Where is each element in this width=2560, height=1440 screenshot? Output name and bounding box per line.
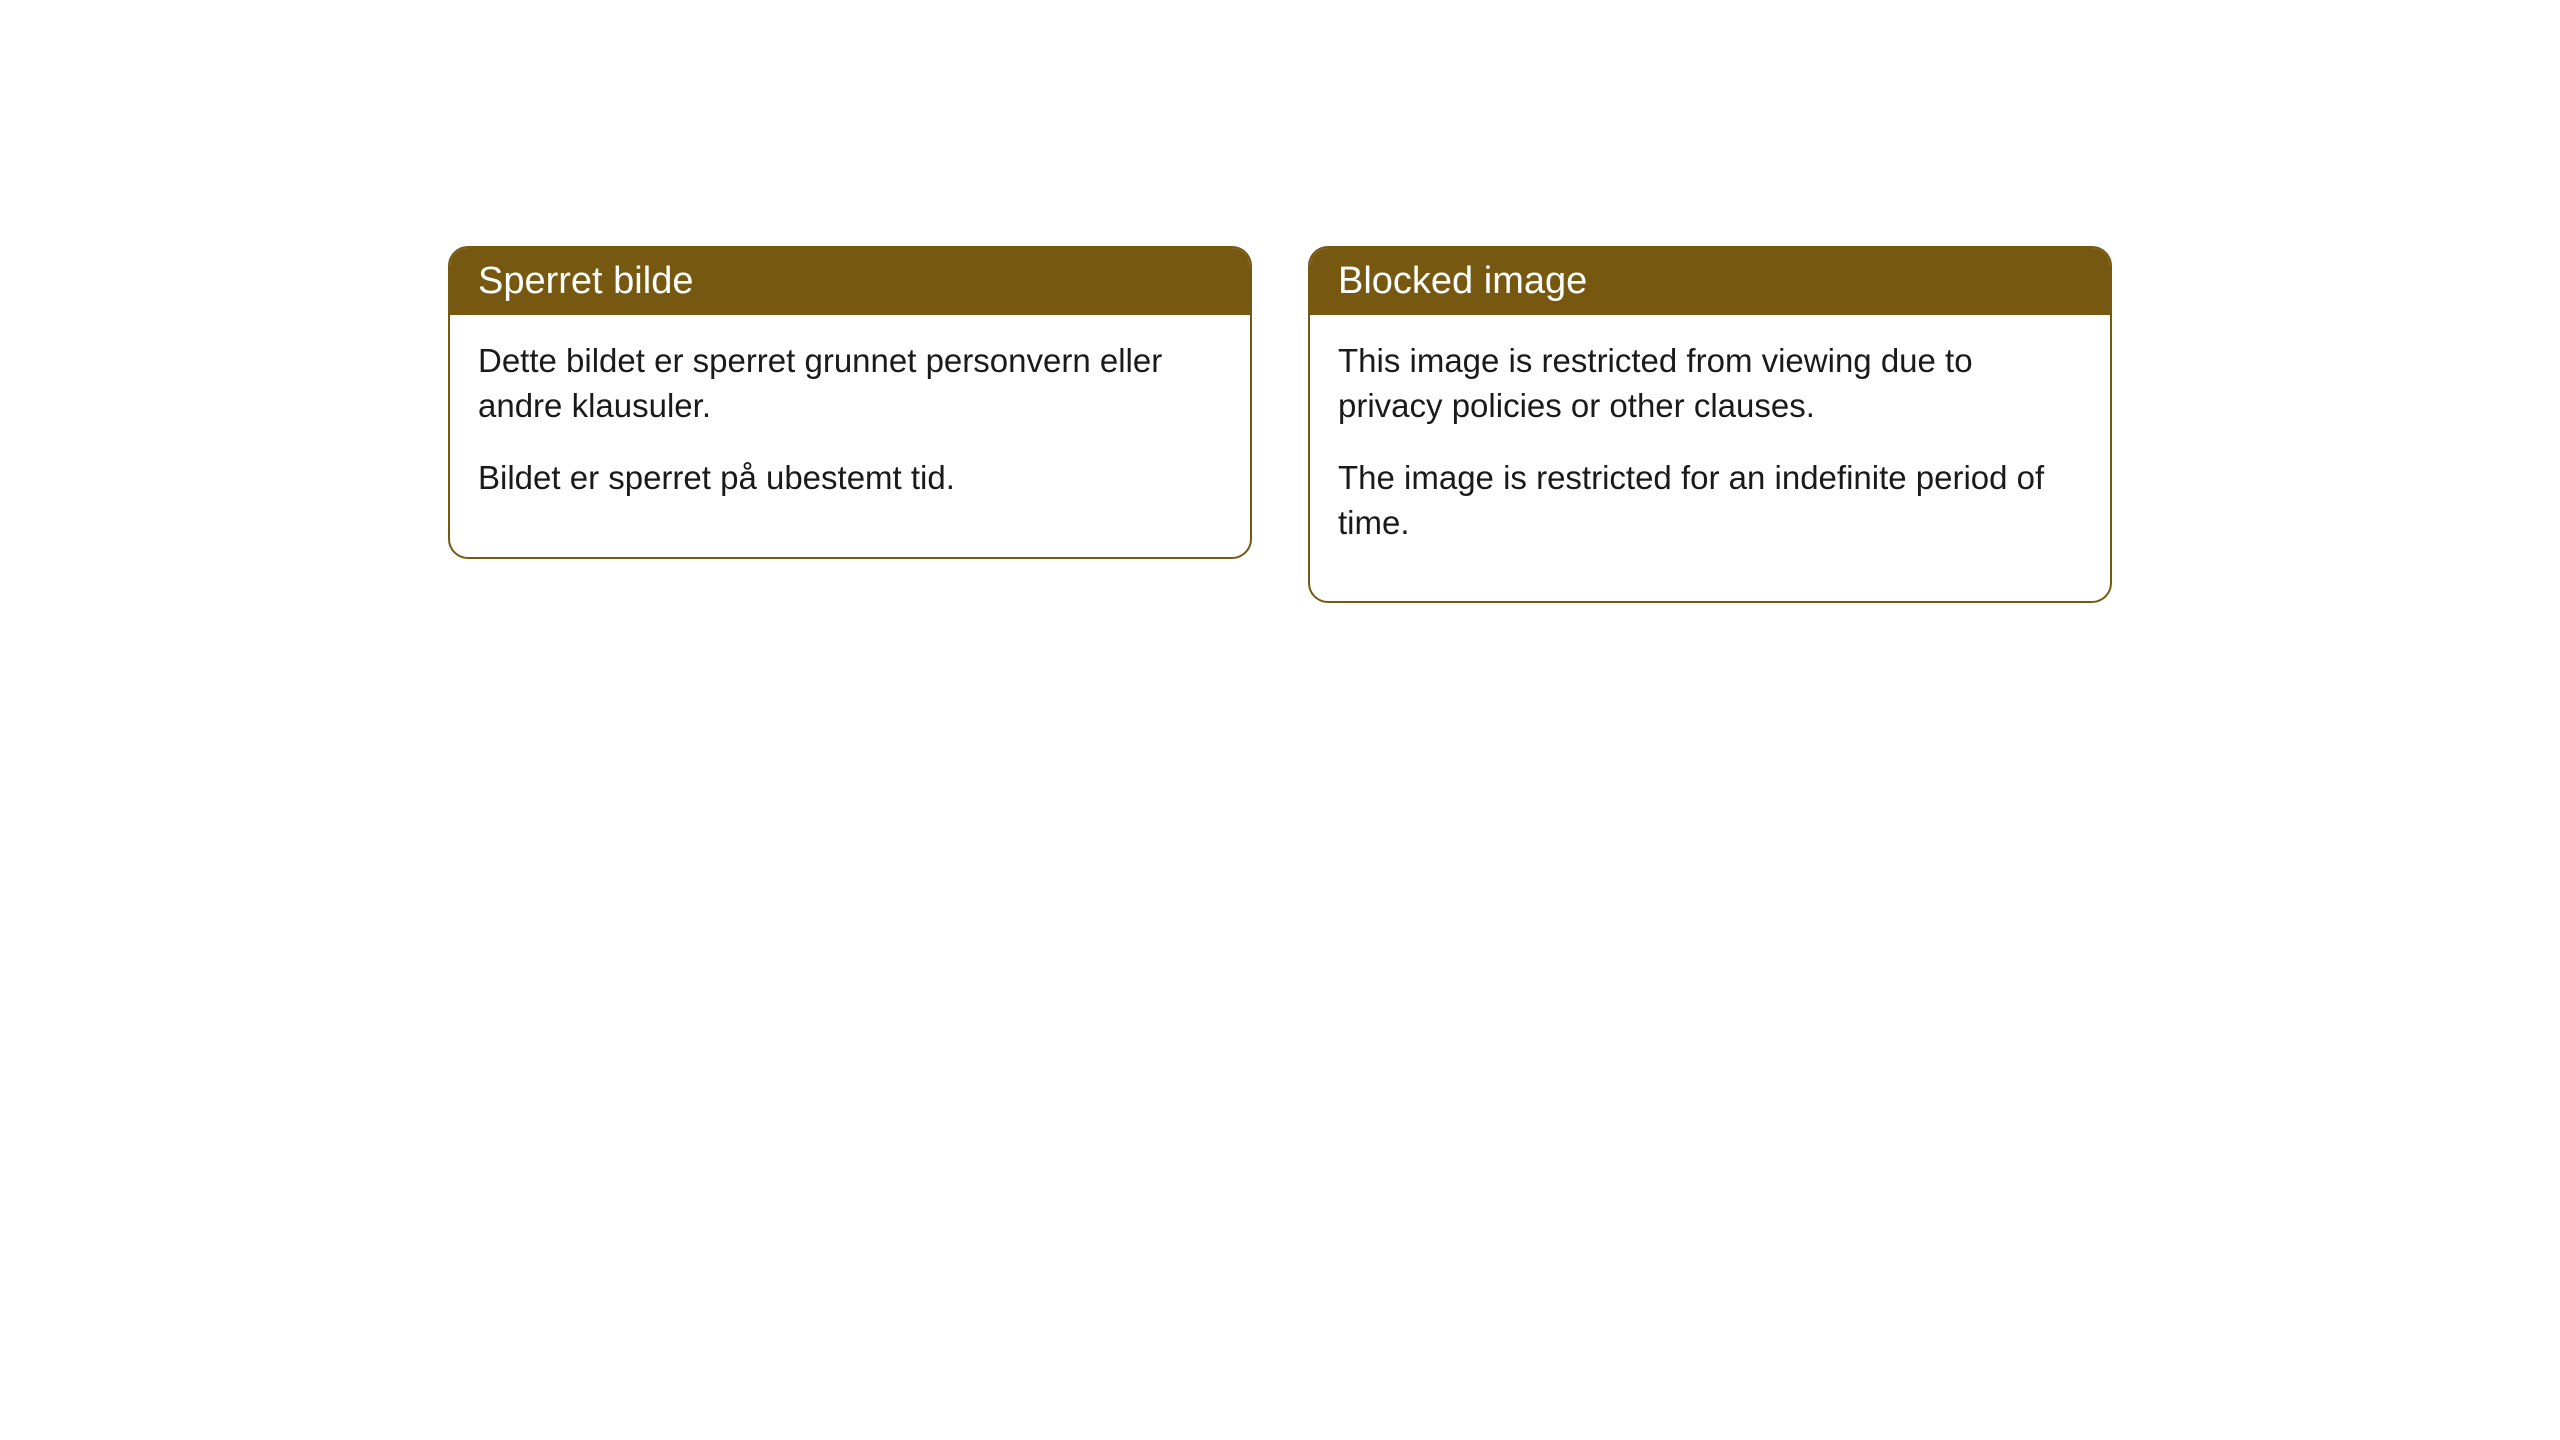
- card-paragraph-1-english: This image is restricted from viewing du…: [1338, 339, 2082, 428]
- blocked-image-cards: Sperret bilde Dette bildet er sperret gr…: [448, 246, 2112, 1440]
- card-body-norwegian: Dette bildet er sperret grunnet personve…: [450, 315, 1250, 557]
- card-title-english: Blocked image: [1338, 260, 1587, 302]
- card-header-english: Blocked image: [1310, 248, 2110, 315]
- card-paragraph-1-norwegian: Dette bildet er sperret grunnet personve…: [478, 339, 1222, 428]
- card-header-norwegian: Sperret bilde: [450, 248, 1250, 315]
- card-paragraph-2-english: The image is restricted for an indefinit…: [1338, 456, 2082, 545]
- blocked-image-card-english: Blocked image This image is restricted f…: [1308, 246, 2112, 603]
- card-body-english: This image is restricted from viewing du…: [1310, 315, 2110, 601]
- card-title-norwegian: Sperret bilde: [478, 260, 693, 302]
- blocked-image-card-norwegian: Sperret bilde Dette bildet er sperret gr…: [448, 246, 1252, 559]
- card-paragraph-2-norwegian: Bildet er sperret på ubestemt tid.: [478, 456, 1222, 501]
